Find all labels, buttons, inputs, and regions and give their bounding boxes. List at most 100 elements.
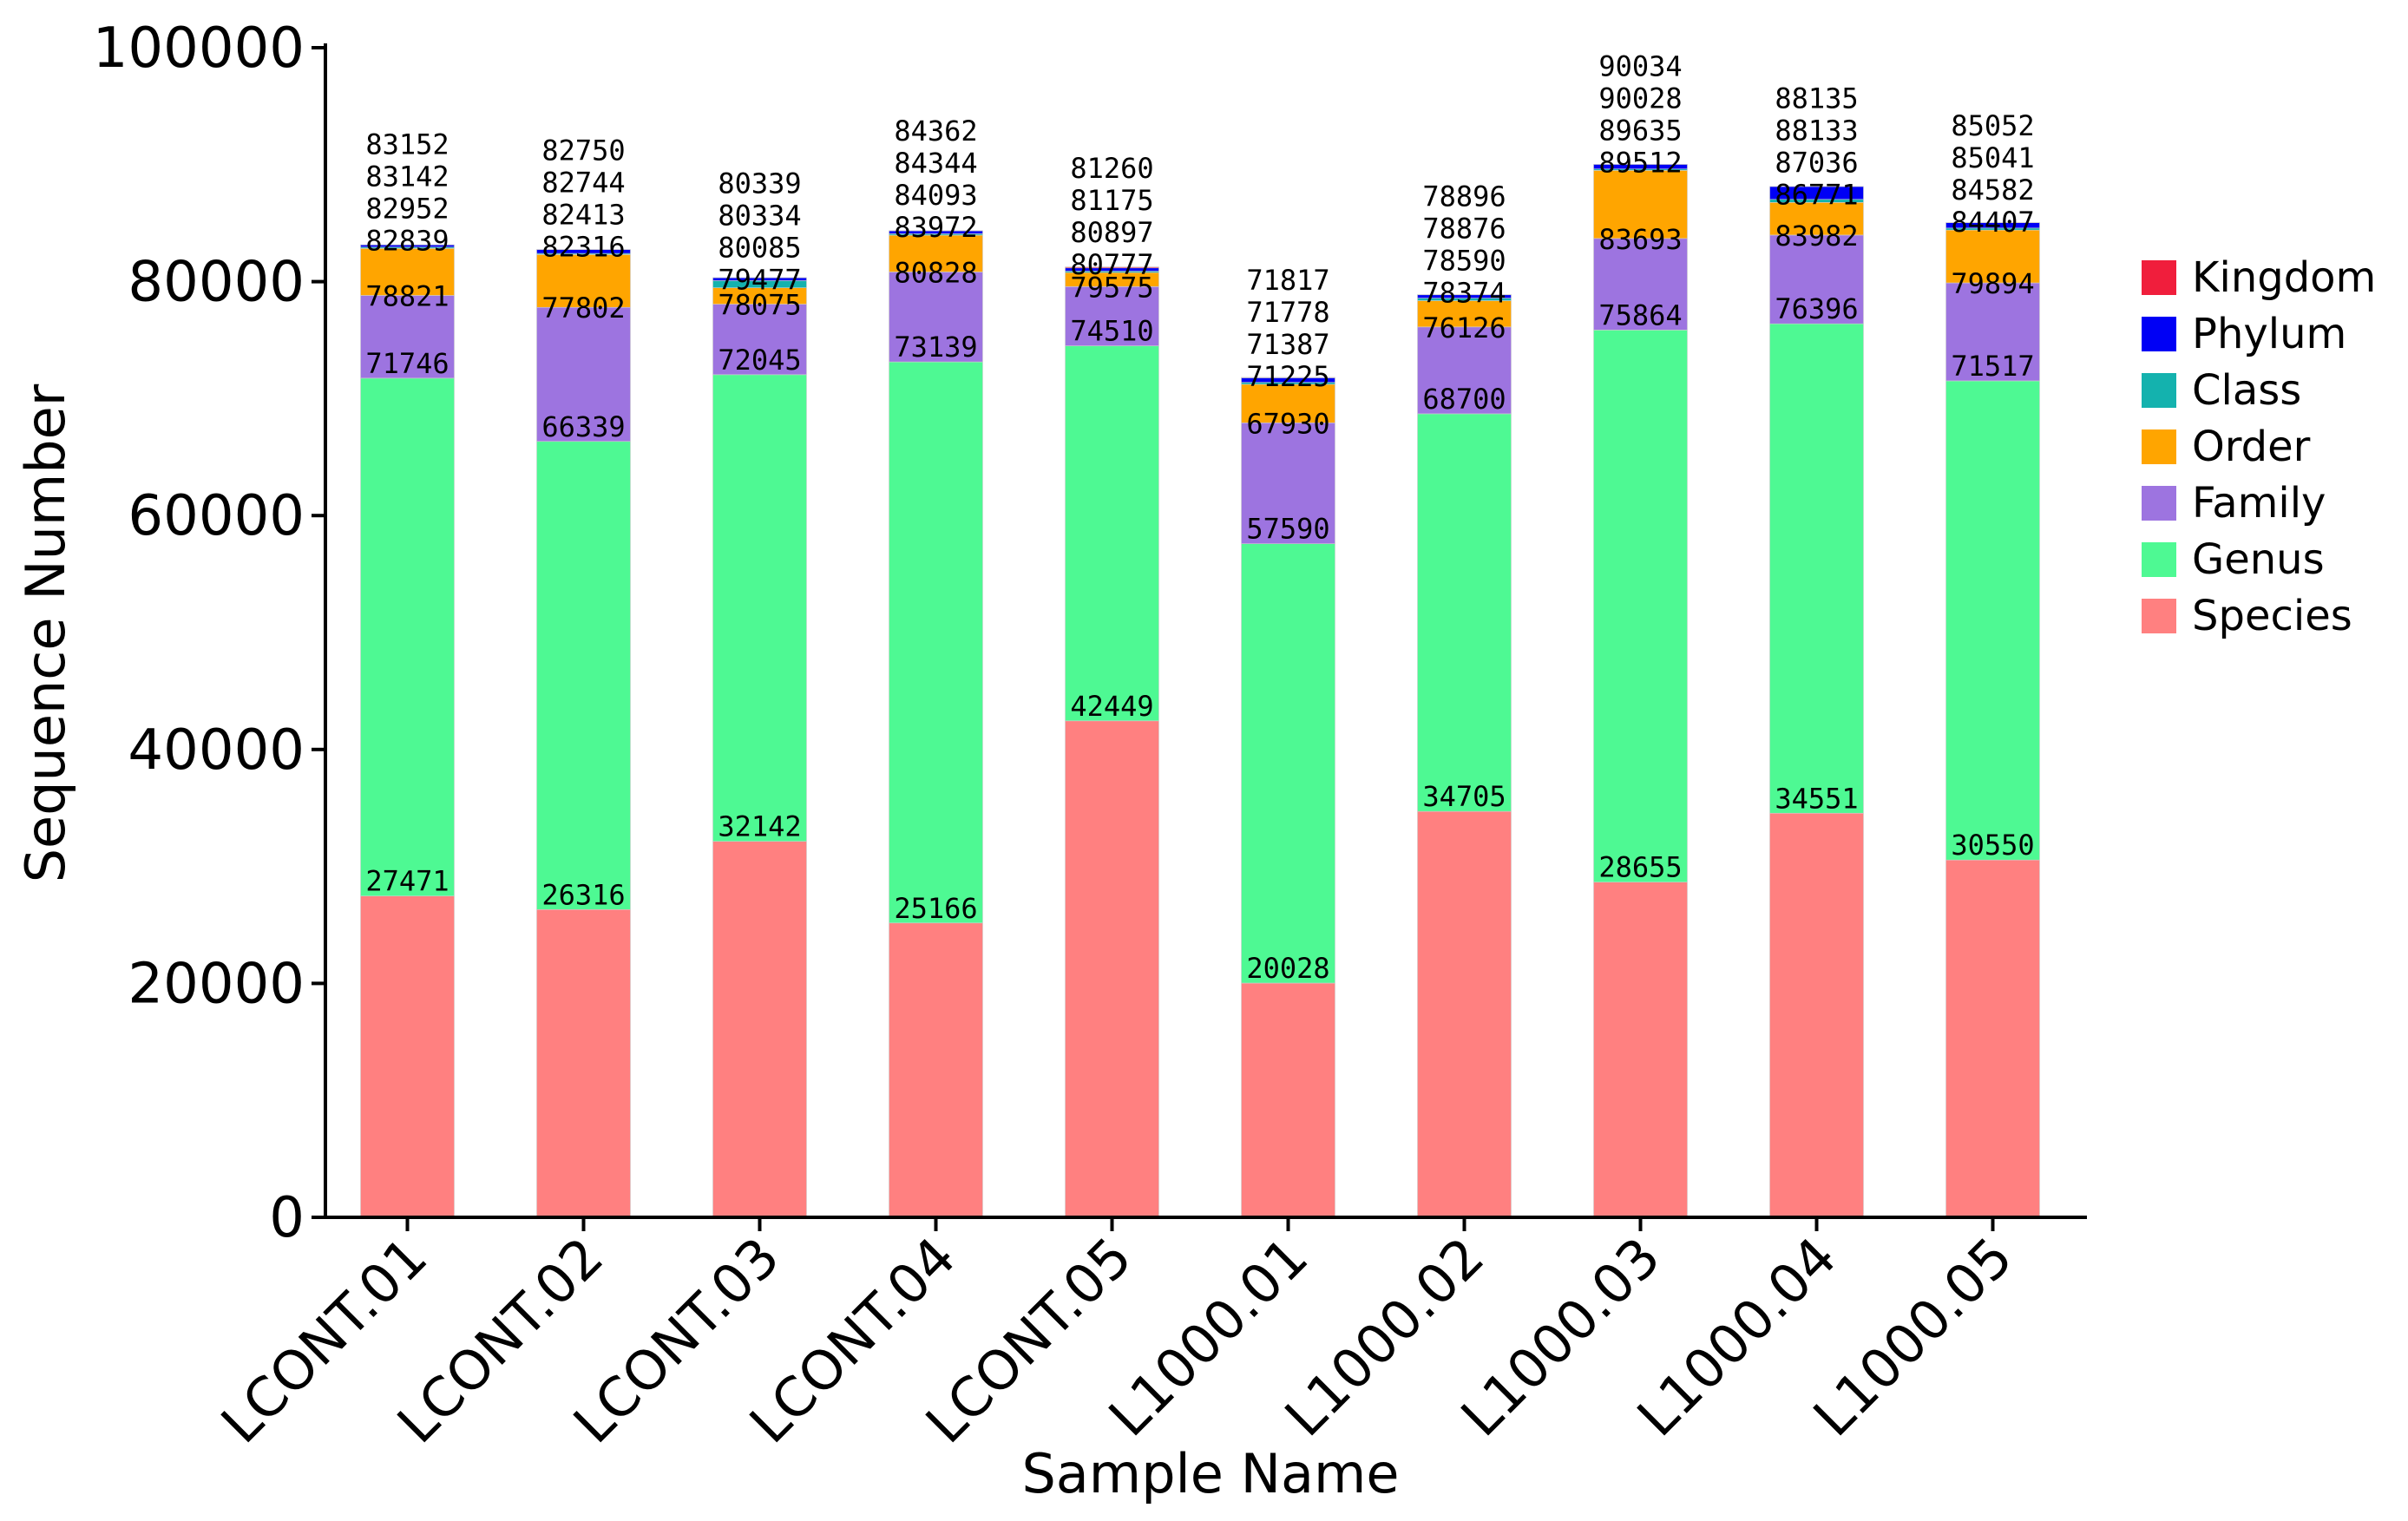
legend-label-species: Species	[2192, 592, 2352, 640]
bar-segment-species-l1000-04	[1769, 812, 1864, 1218]
data-label-kingdom: 88135	[1775, 82, 1858, 115]
data-label-species: 20028	[1246, 952, 1329, 985]
data-label-species: 26316	[541, 878, 625, 911]
data-label-kingdom: 85052	[1951, 109, 2034, 142]
data-label-class: 87036	[1775, 146, 1858, 179]
data-label-family: 67930	[1246, 407, 1329, 440]
bar-segment-species-lcont-03	[712, 841, 807, 1218]
data-label-phylum: 84344	[894, 147, 977, 180]
data-label-genus: 76396	[1775, 292, 1858, 325]
data-label-family: 77802	[541, 292, 625, 325]
data-label-class: 84093	[894, 179, 977, 212]
legend-swatch-class	[2142, 373, 2176, 408]
data-label-class: 84582	[1951, 174, 2034, 207]
bar-segment-genus-lcont-03	[712, 374, 807, 842]
bar-segment-family-l1000-05	[1945, 282, 2040, 382]
data-label-kingdom: 90034	[1598, 49, 1682, 82]
bar-segment-order-l1000-01	[1241, 384, 1335, 423]
y-tick-label: 0	[269, 1186, 305, 1250]
data-label-family: 78821	[365, 279, 449, 312]
bar-segment-family-l1000-01	[1241, 423, 1335, 544]
y-tick-label: 20000	[128, 952, 305, 1016]
y-axis-title: Sequence Number	[14, 384, 77, 882]
bar-segment-family-l1000-04	[1769, 234, 1864, 325]
data-label-order: 84407	[1951, 206, 2034, 239]
legend-label-class: Class	[2192, 366, 2301, 415]
legend-swatch-family	[2142, 486, 2176, 521]
data-label-genus: 71517	[1951, 350, 2034, 383]
legend-label-kingdom: Kingdom	[2192, 253, 2376, 302]
bar-segment-genus-lcont-05	[1065, 345, 1159, 722]
legend: Kingdom Phylum Class Order Family Genus Specie…	[2142, 253, 2376, 640]
data-label-order: 83972	[894, 211, 977, 244]
data-label-kingdom: 78896	[1422, 180, 1506, 213]
y-tick-label: 80000	[128, 251, 305, 315]
data-label-species: 27471	[365, 865, 449, 898]
data-label-class: 78590	[1422, 245, 1506, 278]
bars-layer	[360, 164, 2040, 1218]
bar-segment-genus-l1000-01	[1241, 543, 1335, 984]
data-label-phylum: 71778	[1246, 296, 1329, 329]
data-label-class: 89635	[1598, 114, 1682, 147]
data-label-genus: 57590	[1246, 513, 1329, 546]
x-axis-title: Sample Name	[1021, 1442, 1399, 1505]
legend-swatch-order	[2142, 429, 2176, 464]
data-label-order: 86771	[1775, 178, 1858, 211]
bar-segment-species-lcont-02	[536, 908, 631, 1218]
bar-segment-species-lcont-05	[1065, 720, 1159, 1218]
data-label-species: 28655	[1598, 851, 1682, 884]
bar-segment-species-l1000-01	[1241, 982, 1335, 1218]
data-label-order: 80777	[1070, 248, 1153, 281]
data-label-phylum: 85041	[1951, 141, 2034, 174]
data-label-species: 34705	[1422, 780, 1506, 813]
data-label-kingdom: 80339	[718, 167, 801, 200]
data-label-phylum: 81175	[1070, 184, 1153, 217]
data-label-genus: 73139	[894, 331, 977, 364]
data-label-order: 78374	[1422, 277, 1506, 310]
data-label-class: 80897	[1070, 216, 1153, 249]
data-label-genus: 66339	[541, 410, 625, 443]
data-label-class: 82952	[365, 192, 449, 225]
legend-label-phylum: Phylum	[2192, 310, 2346, 358]
bar-segment-kingdom-lcont-05	[1065, 266, 1159, 269]
bar-segment-genus-l1000-03	[1593, 330, 1688, 883]
data-label-genus: 68700	[1422, 383, 1506, 416]
bar-segment-family-l1000-03	[1593, 238, 1688, 331]
legend-swatch-phylum	[2142, 317, 2176, 351]
data-label-phylum: 90028	[1598, 82, 1682, 115]
data-label-family: 83982	[1775, 220, 1858, 252]
data-label-phylum: 80334	[718, 200, 801, 233]
data-label-family: 83693	[1598, 223, 1682, 256]
bar-segment-family-l1000-02	[1417, 326, 1512, 415]
bar-segment-order-l1000-02	[1417, 300, 1512, 328]
bar-segment-genus-lcont-04	[889, 361, 983, 924]
bar-segment-order-l1000-05	[1945, 229, 2040, 284]
bar-segment-kingdom-l1000-01	[1241, 377, 1335, 378]
bar-segment-species-lcont-01	[360, 895, 455, 1218]
bar-segment-species-l1000-05	[1945, 859, 2040, 1218]
bar-segment-genus-l1000-04	[1769, 323, 1864, 814]
bar-segment-family-lcont-05	[1065, 286, 1159, 346]
data-label-kingdom: 83152	[365, 128, 449, 161]
bar-segment-genus-lcont-01	[360, 377, 455, 896]
bar-segment-family-lcont-03	[712, 304, 807, 376]
data-label-phylum: 88133	[1775, 114, 1858, 147]
legend-swatch-genus	[2142, 542, 2176, 577]
y-tick-label: 40000	[128, 718, 305, 783]
data-label-genus: 74510	[1070, 315, 1153, 348]
data-label-species: 25166	[894, 892, 977, 925]
data-label-phylum: 83142	[365, 160, 449, 193]
legend-label-genus: Genus	[2192, 535, 2325, 584]
data-label-kingdom: 71817	[1246, 264, 1329, 297]
bar-segment-order-lcont-04	[889, 234, 983, 272]
legend-label-order: Order	[2192, 423, 2311, 471]
data-label-kingdom: 84362	[894, 115, 977, 148]
data-label-order: 79477	[718, 264, 801, 297]
bar-segment-order-l1000-03	[1593, 170, 1688, 239]
data-label-genus: 71746	[365, 347, 449, 380]
bar-segment-genus-l1000-05	[1945, 380, 2040, 861]
data-label-order: 89512	[1598, 146, 1682, 179]
bar-segment-order-l1000-04	[1769, 202, 1864, 236]
bar-segment-genus-lcont-02	[536, 441, 631, 910]
data-label-species: 30550	[1951, 829, 2034, 862]
